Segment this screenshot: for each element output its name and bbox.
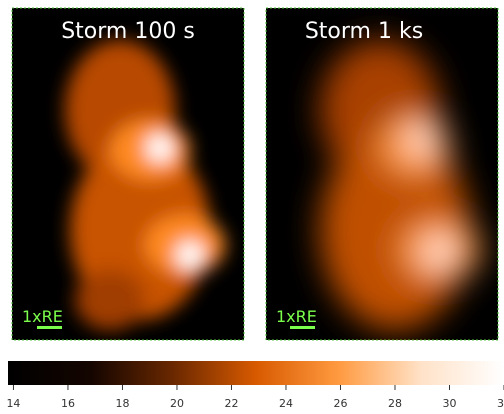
colorbar <box>8 361 504 385</box>
tick-label: 16 <box>61 397 75 410</box>
panel: Storm 100 s 1xRE <box>12 8 244 340</box>
tick-label: 26 <box>333 397 347 410</box>
scale-bar <box>290 326 315 329</box>
figure: Storm 100 s 1xRE Storm 1 ks 1xRE 14 16 18 2… <box>0 0 504 414</box>
panel: Storm 1 ks 1xRE <box>266 8 498 340</box>
scale-label: 1xRE <box>276 307 317 326</box>
tick-label: 32 <box>497 397 504 410</box>
scale-bar <box>37 326 62 329</box>
tick-label: 18 <box>115 397 129 410</box>
scale-label: 1xRE <box>22 307 63 326</box>
tick-label: 20 <box>170 397 184 410</box>
panel-title: Storm 100 s <box>61 19 195 44</box>
tick-label: 22 <box>224 397 238 410</box>
tick-label: 24 <box>279 397 293 410</box>
tick-label: 30 <box>442 397 456 410</box>
tick-label: 28 <box>388 397 402 410</box>
tick-label: 14 <box>6 397 20 410</box>
panel-title: Storm 1 ks <box>305 19 423 44</box>
